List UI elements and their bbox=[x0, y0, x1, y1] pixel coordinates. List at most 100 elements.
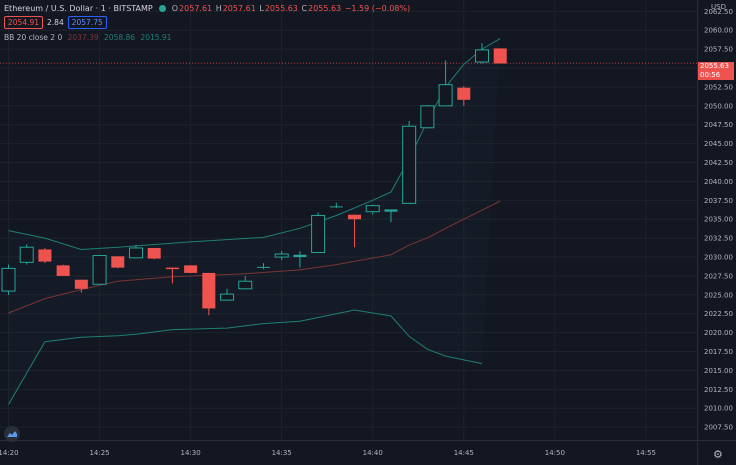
candle[interactable] bbox=[92, 254, 107, 285]
candle[interactable] bbox=[165, 267, 179, 284]
candle-body bbox=[19, 246, 34, 263]
bb-upper-line bbox=[8, 38, 501, 251]
candle[interactable] bbox=[128, 244, 143, 259]
bollinger-bands bbox=[0, 38, 697, 405]
candle[interactable] bbox=[457, 86, 471, 106]
candle[interactable] bbox=[348, 214, 362, 248]
open-label: O bbox=[171, 4, 179, 13]
bb-lower-value: 2015.91 bbox=[140, 33, 172, 42]
candle[interactable] bbox=[111, 256, 125, 269]
price-tick-label: 2015.00 bbox=[704, 367, 733, 375]
chart-legend: Ethereum / U.S. Dollar · 1 · BITSTAMP O2… bbox=[4, 4, 411, 42]
price-tick-label: 2035.00 bbox=[704, 216, 733, 224]
candle-body bbox=[348, 214, 362, 220]
candle[interactable] bbox=[402, 120, 417, 204]
candle[interactable] bbox=[202, 272, 216, 316]
candle[interactable] bbox=[274, 250, 289, 261]
candle[interactable] bbox=[384, 209, 398, 223]
change-value: −1.59 (−0.08%) bbox=[344, 4, 411, 13]
candle-body bbox=[1, 267, 16, 292]
candle-body bbox=[438, 84, 453, 107]
price-tick-label: 2047.50 bbox=[704, 121, 733, 129]
candle-body bbox=[111, 256, 125, 268]
candle[interactable] bbox=[1, 264, 16, 295]
candle[interactable] bbox=[56, 264, 70, 276]
price-tick-label: 2032.50 bbox=[704, 235, 733, 243]
buy-button[interactable]: 2057.75 bbox=[67, 16, 107, 29]
symbol-title[interactable]: Ethereum / U.S. Dollar · 1 · BITSTAMP bbox=[4, 4, 153, 13]
time-tick-label: 14:55 bbox=[636, 449, 656, 457]
price-tick-label: 2042.50 bbox=[704, 159, 733, 167]
price-tick-label: 2012.50 bbox=[704, 386, 733, 394]
candle-body bbox=[493, 48, 507, 64]
time-tick-label: 14:20 bbox=[0, 449, 19, 457]
candle-body bbox=[420, 105, 435, 129]
candle[interactable] bbox=[256, 263, 270, 270]
bb-basis-value: 2037.39 bbox=[67, 33, 99, 42]
candles[interactable] bbox=[1, 43, 507, 316]
time-tick-label: 14:40 bbox=[363, 449, 383, 457]
candle-body bbox=[475, 49, 490, 63]
low-value: 2055.63 bbox=[264, 4, 298, 13]
candle-body bbox=[202, 272, 216, 309]
candle-body bbox=[92, 255, 107, 285]
candle[interactable] bbox=[293, 250, 307, 268]
price-axis[interactable]: 2062.502060.002057.502055.002052.502050.… bbox=[697, 0, 733, 465]
candle-body bbox=[38, 249, 52, 262]
candle-body bbox=[365, 205, 380, 213]
price-tick-label: 2007.50 bbox=[704, 424, 733, 432]
candle[interactable] bbox=[329, 202, 343, 208]
price-tick-label: 2025.00 bbox=[704, 291, 733, 299]
close-label: C bbox=[301, 4, 308, 13]
price-tick-label: 2045.00 bbox=[704, 140, 733, 148]
candle-body bbox=[457, 87, 471, 100]
price-tick-label: 2052.50 bbox=[704, 83, 733, 91]
candle[interactable] bbox=[147, 247, 161, 260]
candle[interactable] bbox=[74, 279, 88, 293]
candle-body bbox=[128, 247, 143, 259]
spread-value: 2.84 bbox=[47, 18, 64, 27]
price-tick-label: 2010.00 bbox=[704, 405, 733, 413]
candle-body bbox=[311, 214, 326, 254]
time-axis[interactable]: 14:20 14:25 14:30 14:35 14:40 14:45 14:50 14:55 bbox=[0, 440, 736, 458]
candle-body bbox=[329, 206, 343, 208]
candle[interactable] bbox=[238, 275, 253, 290]
high-label: H bbox=[215, 4, 222, 13]
candle[interactable] bbox=[38, 247, 52, 264]
open-value: 2057.61 bbox=[179, 4, 213, 13]
candle[interactable] bbox=[438, 60, 453, 107]
candle[interactable] bbox=[493, 48, 507, 64]
candle-body bbox=[402, 125, 417, 204]
candle[interactable] bbox=[220, 288, 235, 301]
low-label: L bbox=[259, 4, 264, 13]
grid-lines bbox=[0, 0, 697, 440]
price-tick-label: 2037.50 bbox=[704, 197, 733, 205]
candle[interactable] bbox=[420, 105, 435, 129]
time-tick-label: 14:35 bbox=[272, 449, 292, 457]
price-tick-label: 2050.00 bbox=[704, 102, 733, 110]
candle-body bbox=[274, 253, 289, 258]
bb-lower-line bbox=[8, 309, 483, 405]
bb-upper-value: 2058.86 bbox=[104, 33, 136, 42]
currency-label[interactable]: USD bbox=[711, 3, 726, 11]
high-value: 2057.61 bbox=[222, 4, 256, 13]
gear-icon[interactable]: ⚙ bbox=[713, 448, 723, 461]
candle[interactable] bbox=[19, 244, 34, 265]
sell-button[interactable]: 2054.91 bbox=[4, 16, 44, 29]
price-tick-label: 2017.50 bbox=[704, 348, 733, 356]
time-tick-label: 14:25 bbox=[89, 449, 109, 457]
candle-body bbox=[293, 254, 307, 258]
candle[interactable] bbox=[184, 265, 198, 273]
candle[interactable] bbox=[365, 204, 380, 215]
tradingview-logo-icon[interactable] bbox=[4, 426, 20, 442]
candle[interactable] bbox=[475, 43, 490, 64]
price-tick-label: 2062.50 bbox=[704, 8, 733, 16]
candle[interactable] bbox=[311, 212, 326, 254]
indicator-legend[interactable]: BB 20 close 2 0 2037.39 2058.86 2015.91 bbox=[4, 33, 411, 42]
price-tick-label: 2027.50 bbox=[704, 272, 733, 280]
price-tick-label: 2030.00 bbox=[704, 254, 733, 262]
bb-basis-line bbox=[8, 200, 501, 314]
ohlc-values: O2057.61 H2057.61 L2055.63 C2055.63 −1.5… bbox=[172, 4, 411, 13]
bar-countdown: 00:56 bbox=[700, 71, 721, 79]
